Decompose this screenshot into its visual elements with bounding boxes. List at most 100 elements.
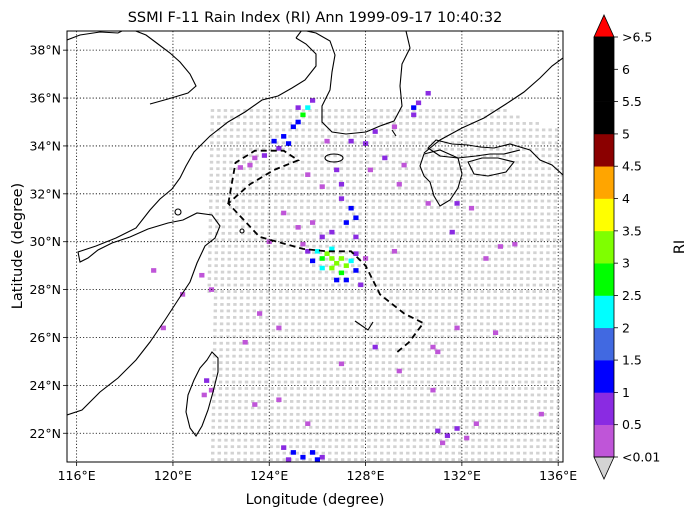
swath-pixel	[299, 225, 304, 229]
swath-pixel	[480, 303, 484, 306]
swath-pixel	[391, 186, 395, 190]
swath-pixel	[390, 212, 395, 216]
swath-pixel	[437, 167, 441, 171]
swath-pixel	[453, 328, 458, 332]
swath-pixel	[433, 354, 438, 358]
swath-pixel	[547, 160, 552, 164]
swath-pixel	[286, 212, 291, 216]
swath-pixel	[324, 264, 329, 268]
swath-pixel	[459, 348, 464, 352]
swath-pixel	[305, 244, 310, 248]
swath-pixel	[350, 303, 354, 306]
swath-pixel	[517, 380, 522, 384]
swath-pixel	[412, 451, 416, 455]
swath-pixel	[391, 167, 396, 171]
swath-pixel	[378, 167, 383, 171]
swath-pixel	[370, 251, 375, 255]
swath-pixel	[456, 199, 460, 203]
swath-pixel	[326, 199, 330, 203]
swath-pixel	[364, 219, 369, 222]
swath-pixel	[517, 419, 521, 423]
swath-pixel	[335, 374, 340, 377]
swath-pixel	[483, 122, 487, 125]
swath-pixel	[334, 109, 338, 112]
swath-pixel	[359, 134, 364, 138]
swath-pixel	[306, 193, 311, 196]
swath-pixel	[378, 193, 382, 196]
swath-pixel	[473, 328, 477, 332]
swath-pixel	[329, 387, 333, 390]
swath-pixel	[363, 283, 368, 287]
coastline-shandong	[67, 31, 197, 105]
swath-pixel	[514, 225, 518, 229]
swath-pixel	[359, 141, 364, 145]
swath-pixel	[527, 231, 531, 235]
swath-pixel	[450, 141, 455, 145]
swath-pixel	[435, 244, 440, 248]
swath-pixel	[479, 328, 484, 332]
swath-pixel	[341, 419, 346, 423]
swath-pixel	[321, 445, 326, 449]
swath-pixel	[468, 244, 472, 248]
swath-pixel	[242, 167, 246, 171]
swath-pixel	[429, 244, 433, 248]
swath-pixel	[500, 283, 504, 287]
swath-pixel	[297, 328, 302, 332]
swath-pixel	[272, 283, 276, 287]
swath-pixel	[269, 445, 274, 449]
y-axis-label: Latitude (degree)	[10, 183, 26, 309]
swath-pixel	[265, 303, 270, 306]
swath-pixel	[420, 387, 424, 390]
rain-cell	[338, 181, 345, 187]
swath-pixel	[327, 134, 331, 138]
swath-pixel	[518, 354, 522, 358]
swath-pixel	[284, 367, 288, 371]
swath-pixel	[338, 225, 343, 229]
swath-pixel	[554, 141, 559, 145]
swath-pixel	[454, 303, 458, 306]
swath-pixel	[263, 425, 267, 429]
swath-pixel	[449, 193, 454, 196]
swath-pixel	[390, 219, 395, 222]
swath-pixel	[248, 193, 252, 196]
swath-pixel	[330, 322, 334, 326]
swath-pixel	[537, 374, 541, 377]
swath-pixel	[350, 309, 354, 313]
swath-pixel	[248, 186, 252, 190]
swath-pixel	[218, 380, 223, 384]
swath-pixel	[461, 251, 466, 255]
swath-pixel	[495, 167, 500, 171]
swath-pixel	[374, 412, 378, 416]
swath-pixel	[383, 238, 388, 242]
swath-pixel	[268, 173, 272, 177]
swath-pixel	[314, 134, 318, 138]
swath-pixel	[512, 328, 516, 332]
swath-pixel	[289, 400, 294, 403]
swath-pixel	[443, 154, 448, 158]
swath-pixel	[242, 141, 247, 145]
colorbar-tick-label: 3.5	[622, 223, 642, 238]
swath-pixel	[371, 186, 376, 190]
swath-pixel	[403, 251, 407, 255]
swath-pixel	[308, 432, 313, 436]
swath-pixel	[410, 219, 414, 222]
swath-pixel	[345, 225, 349, 229]
coastline-honshu-north	[423, 57, 563, 154]
swath-pixel	[292, 257, 296, 261]
swath-pixel	[423, 180, 428, 184]
swath-pixel	[304, 328, 308, 332]
swath-pixel	[479, 341, 483, 345]
swath-pixel	[423, 225, 427, 229]
swath-pixel	[543, 387, 548, 390]
swath-pixel	[250, 412, 255, 416]
rain-cell	[329, 265, 335, 271]
swath-pixel	[214, 283, 218, 287]
swath-pixel	[431, 122, 435, 125]
swath-pixel	[382, 290, 387, 293]
swath-pixel	[527, 219, 531, 222]
swath-pixel	[224, 400, 229, 403]
swath-pixel	[228, 206, 232, 209]
swath-pixel	[470, 141, 474, 145]
swath-pixel	[311, 277, 316, 280]
swath-pixel	[490, 115, 494, 119]
